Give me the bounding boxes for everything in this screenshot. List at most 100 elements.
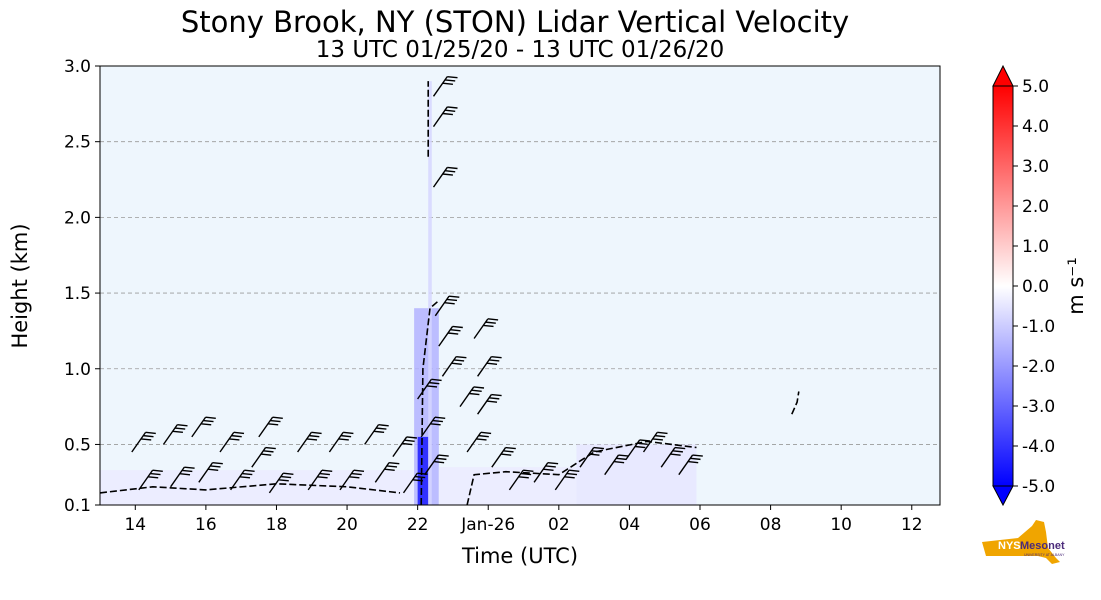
wind-barb (434, 295, 460, 317)
barb-feather (321, 469, 333, 473)
barb-feather (448, 295, 460, 298)
barb-feather (174, 427, 186, 430)
barb-staff (198, 462, 214, 483)
colorbar-gradient (992, 85, 1014, 487)
y-tick-label: 1.5 (64, 284, 91, 304)
barb-feather (349, 476, 360, 479)
barb-feather (480, 431, 492, 435)
colorbar-min-extend (992, 485, 1014, 507)
wind-barb (660, 446, 686, 468)
barb-feather (447, 166, 458, 170)
wind-barb (402, 472, 428, 494)
barb-feather (476, 438, 487, 441)
barb-feather (692, 454, 703, 457)
chart-subtitle: 13 UTC 01/25/20 - 13 UTC 01/26/20 (315, 37, 725, 63)
barb-feather (311, 431, 322, 435)
barb-feather (152, 469, 163, 473)
wind-barb (625, 439, 650, 461)
barb-feather (426, 385, 438, 388)
barb-staff (438, 326, 454, 347)
barb-staff (191, 416, 207, 438)
barb-feather (451, 362, 462, 365)
barb-feather (635, 445, 646, 449)
barb-feather (473, 386, 485, 389)
barb-feather (505, 446, 516, 450)
barb-feather (444, 301, 455, 305)
barb-feather (654, 434, 666, 438)
barb-staff (491, 447, 507, 468)
barb-feather (447, 106, 458, 109)
barb-feather (591, 450, 602, 453)
wind-barb (420, 416, 446, 438)
barb-feather (486, 362, 498, 365)
barb-feather (453, 359, 465, 362)
barb-feather (373, 430, 385, 434)
barb-feather (593, 446, 605, 450)
x-tick-label: 06 (689, 515, 711, 535)
barb-feather (566, 472, 578, 476)
x-tick-label: 08 (760, 515, 782, 535)
barb-feather (436, 457, 447, 461)
barb-staff (420, 416, 436, 438)
barb-feather (487, 318, 499, 321)
barb-feather (430, 423, 441, 426)
colorbar-max-extend (992, 64, 1014, 87)
plot-background (100, 66, 940, 505)
wind-barb (508, 469, 534, 491)
y-axis-label: Height (km) (8, 223, 32, 348)
barb-feather (616, 457, 627, 461)
barb-feather (447, 332, 459, 335)
barb-feather (406, 436, 417, 439)
barb-feather (442, 112, 453, 116)
barb-feather (687, 460, 699, 464)
wind-barb (438, 325, 463, 347)
velocity-shade-region (100, 470, 415, 505)
barb-feather (483, 324, 494, 328)
wind-barb (554, 469, 580, 491)
wind-barbs (131, 75, 703, 494)
barb-feather (231, 434, 242, 438)
contour-line (100, 482, 401, 494)
wind-barb (432, 106, 458, 128)
barb-feather (244, 469, 255, 473)
barb-feather (317, 476, 328, 479)
barb-feather (674, 446, 686, 450)
x-tick-label: 04 (619, 515, 641, 535)
barb-feather (140, 438, 152, 441)
barb-feather (434, 416, 446, 420)
wind-barb (258, 416, 283, 438)
barb-feather (384, 468, 395, 471)
barb-staff (162, 424, 178, 445)
wind-barb (162, 424, 188, 445)
barb-feather (241, 472, 253, 476)
barb-feather (338, 438, 349, 441)
barb-feather (402, 442, 413, 446)
x-tick-label: Jan-26 (460, 515, 515, 535)
barb-staff (268, 472, 284, 494)
barb-feather (378, 424, 389, 427)
colorbar-tick-label: 0.0 (1022, 277, 1049, 297)
barb-feather (428, 381, 440, 385)
wind-barb (268, 472, 294, 494)
logo-brand-text: Mesonet (1020, 540, 1065, 552)
barb-feather (523, 469, 534, 473)
barb-staff (328, 431, 344, 453)
barb-feather (376, 427, 387, 430)
barb-feather (618, 454, 629, 457)
barb-feather (545, 465, 556, 468)
barb-feather (503, 450, 514, 453)
barb-feather (471, 389, 482, 392)
wind-barb (432, 75, 458, 97)
barb-feather (283, 472, 294, 476)
barb-feather (452, 325, 463, 329)
wind-barb (432, 166, 458, 188)
barb-feather (444, 79, 456, 82)
x-tick-label: 14 (124, 515, 146, 535)
barb-staff (402, 472, 418, 494)
barb-feather (229, 438, 240, 441)
y-tick-label: 3.0 (64, 57, 91, 77)
barb-feather (456, 355, 467, 359)
barb-staff (477, 356, 492, 377)
wind-barb (477, 355, 502, 377)
barb-feather (589, 453, 600, 456)
